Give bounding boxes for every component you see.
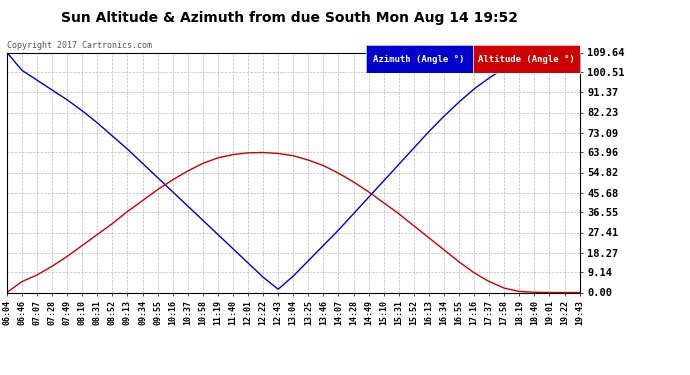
Text: Altitude (Angle °): Altitude (Angle °) (477, 55, 575, 63)
Text: Sun Altitude & Azimuth from due South Mon Aug 14 19:52: Sun Altitude & Azimuth from due South Mo… (61, 11, 518, 25)
Text: Copyright 2017 Cartronics.com: Copyright 2017 Cartronics.com (8, 41, 152, 50)
Text: Azimuth (Angle °): Azimuth (Angle °) (373, 55, 465, 63)
